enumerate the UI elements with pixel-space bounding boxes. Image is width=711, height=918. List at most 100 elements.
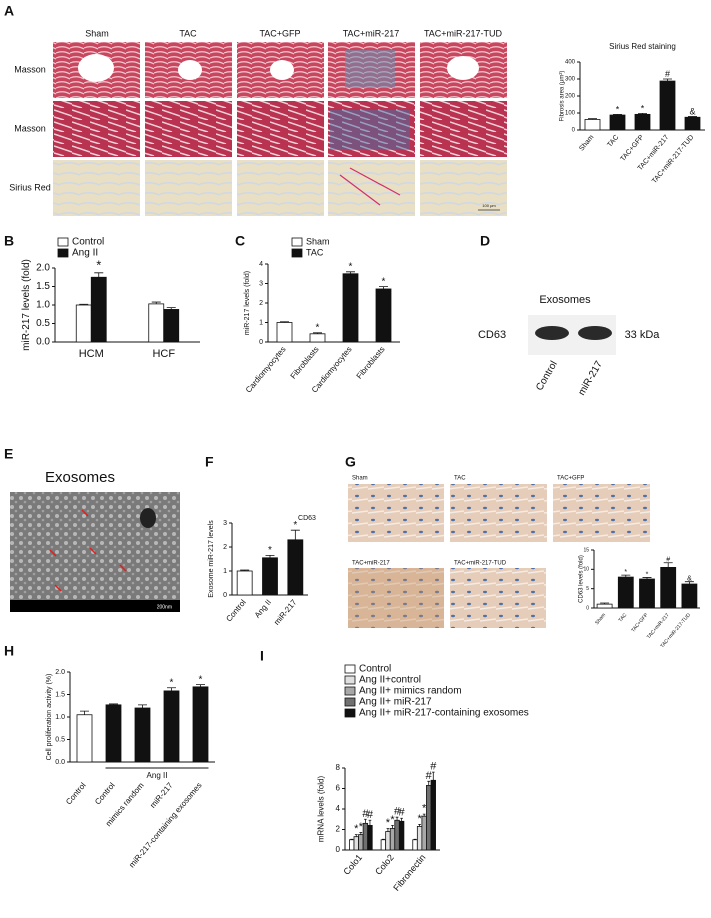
column-label: TAC xyxy=(179,28,197,38)
y-tick-label: 0.5 xyxy=(36,318,50,329)
bar xyxy=(394,819,400,851)
error-bar xyxy=(167,687,176,691)
error-bar xyxy=(684,581,694,585)
y-tick-label: 1 xyxy=(259,319,263,326)
significance-mark: * xyxy=(624,569,627,576)
error-bar xyxy=(109,703,118,705)
significance-mark: * xyxy=(641,104,645,114)
error-bar xyxy=(382,838,385,840)
bar xyxy=(584,119,601,131)
y-tick-label: 2.0 xyxy=(36,263,50,274)
image xyxy=(420,101,507,157)
image xyxy=(237,160,324,216)
bar xyxy=(684,116,701,131)
y-tick-label: 8 xyxy=(336,763,341,772)
legend-swatch xyxy=(344,708,356,718)
legend-label: Ang II+control xyxy=(359,675,421,686)
lane-label: Control xyxy=(534,359,560,392)
y-tick-label: 0.5 xyxy=(55,736,65,743)
y-tick-label: 200 xyxy=(565,94,576,100)
error-bar xyxy=(280,321,289,323)
significance-mark: * xyxy=(268,545,272,556)
bar xyxy=(362,822,369,851)
significance-mark: # xyxy=(362,808,369,820)
legend-label: Sham xyxy=(306,236,330,246)
legend-label: Ang II+ miR-217-containing exosomes xyxy=(359,708,529,719)
x-tick-label: Sham xyxy=(578,134,595,153)
western-blot: Exosomes CD63 33 kDa Control miR-217 xyxy=(478,294,660,398)
legend-swatch xyxy=(344,686,356,696)
bar xyxy=(287,539,304,596)
size-label: 33 kDa xyxy=(625,329,661,341)
error-bar xyxy=(600,602,610,605)
bar-chart: Sirius Red staining 0 100 200 300 400Fibrosis… xyxy=(559,42,705,185)
error-bar xyxy=(151,301,161,304)
error-bar xyxy=(138,704,147,708)
error-bar xyxy=(94,272,104,278)
fibrosis xyxy=(345,50,395,88)
y-axis-label: CD63 levels (fold) xyxy=(579,555,585,603)
bar xyxy=(358,834,364,851)
column-label: Sham xyxy=(85,28,109,38)
significance-mark: # xyxy=(399,807,406,819)
y-tick-label: 1 xyxy=(223,568,227,575)
y-tick-label: 0 xyxy=(586,605,589,611)
bar-chart: 0 1 2 3 4 miR-217 levels (fold) Cardiomyocytes… xyxy=(244,236,400,395)
bar xyxy=(389,828,396,851)
legend-swatch xyxy=(291,248,303,258)
significance-mark: * xyxy=(386,817,391,829)
panel-label: I xyxy=(260,648,264,664)
y-tick-label: 15 xyxy=(583,547,589,553)
error-bar xyxy=(422,813,426,817)
error-bar xyxy=(395,816,399,821)
column-label: TAC+miR-217 xyxy=(343,28,400,38)
image-label: TAC+miR-217 xyxy=(352,561,390,567)
error-bar xyxy=(354,834,358,837)
image xyxy=(53,160,140,216)
panel-label: G xyxy=(345,454,356,470)
image-label: Sham xyxy=(352,476,368,482)
y-tick-label: 10 xyxy=(583,567,589,573)
significance-mark: * xyxy=(354,823,359,835)
x-tick-label: Fibroblasts xyxy=(289,345,321,381)
error-bar xyxy=(613,113,622,116)
x-tick-label: miR-217 xyxy=(148,780,175,809)
significance-mark: # xyxy=(367,809,374,821)
x-tick-label: Ang II xyxy=(253,598,273,620)
error-bar xyxy=(638,112,647,115)
y-tick-label: 0.0 xyxy=(36,337,50,348)
x-tick-label: Fibronectin xyxy=(391,852,427,893)
significance-mark: # xyxy=(430,761,437,773)
image-label: TAC+GFP xyxy=(557,476,584,482)
error-bar xyxy=(588,118,597,120)
x-tick-label: HCM xyxy=(79,348,104,360)
histology-grid: Sham TAC TAC+GFP TAC+miR-217 TAC+miR-217… xyxy=(9,28,507,216)
bar xyxy=(75,304,92,343)
y-tick-label: 1.0 xyxy=(55,714,65,721)
bar xyxy=(90,276,107,343)
band xyxy=(535,326,569,340)
panel-label: A xyxy=(4,3,14,19)
error-bar xyxy=(196,684,205,687)
scale-label: 200nm xyxy=(157,604,172,610)
bar xyxy=(353,836,359,851)
y-tick-label: 0 xyxy=(259,339,263,346)
panel-label: F xyxy=(205,454,214,470)
error-bar xyxy=(364,818,367,824)
particle xyxy=(140,508,156,528)
panel-label: H xyxy=(4,643,14,659)
bar xyxy=(367,825,373,851)
error-bar xyxy=(391,825,394,829)
error-bar xyxy=(642,577,652,579)
panel-label: C xyxy=(235,233,245,249)
bar xyxy=(309,333,326,343)
error-bar xyxy=(688,116,697,118)
bar xyxy=(421,815,427,851)
bar xyxy=(375,288,392,343)
arrow xyxy=(49,509,127,592)
error-bar xyxy=(418,823,421,827)
significance-mark: * xyxy=(170,678,174,689)
column-label: TAC+miR-217-TUD xyxy=(424,28,503,38)
